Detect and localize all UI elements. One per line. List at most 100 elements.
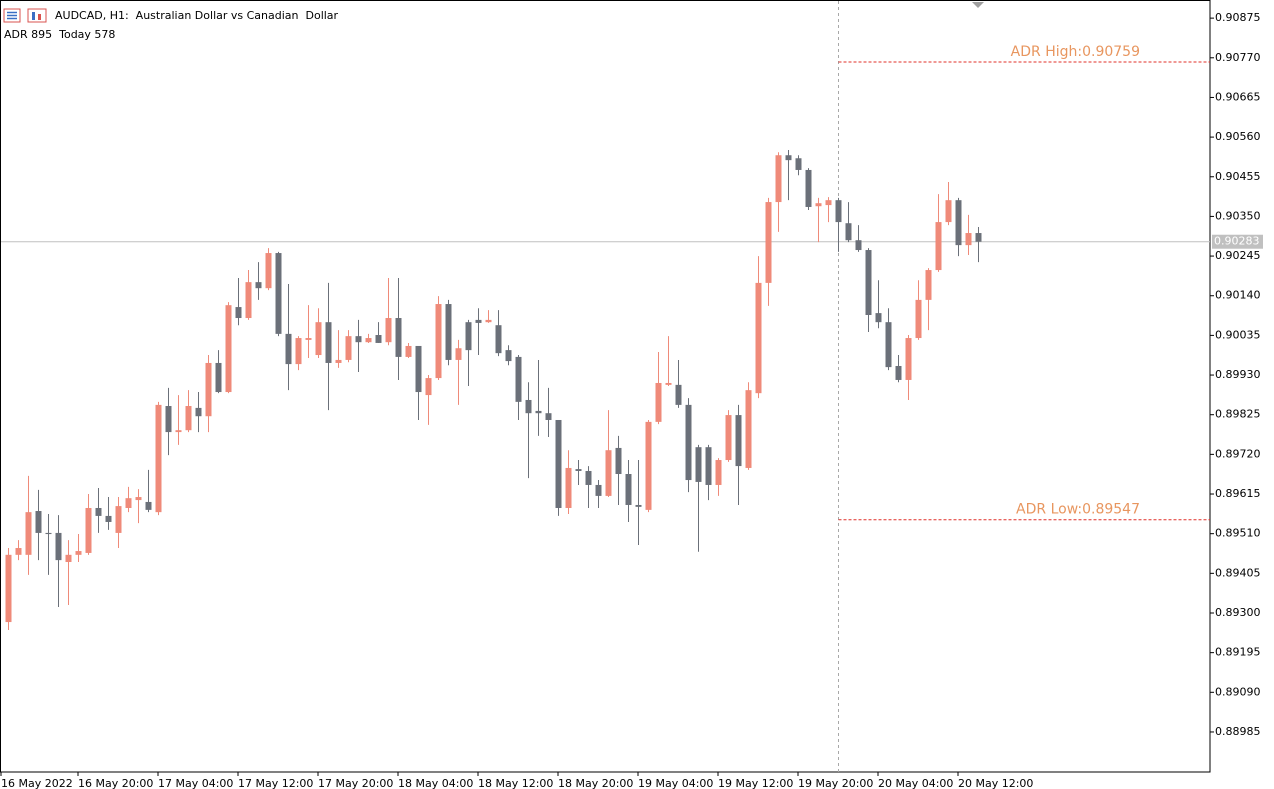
candle-body (535, 410, 542, 414)
candle-body (805, 169, 812, 207)
candle-body (795, 158, 802, 170)
candle-body (525, 399, 532, 414)
candle-body (45, 532, 52, 535)
candle-body (135, 497, 142, 501)
candle-body (335, 359, 342, 363)
candle-body (315, 322, 322, 356)
candle-body (115, 506, 122, 533)
candle-body (175, 430, 182, 433)
candle-body (755, 282, 762, 394)
candle-body (85, 507, 92, 553)
candle-body (145, 501, 152, 510)
x-tick-label: 17 May 12:00 (238, 777, 313, 789)
candle-body (685, 404, 692, 481)
candle-body (965, 233, 972, 246)
y-tick-label: 0.89930 (1215, 368, 1261, 381)
candle-body (875, 313, 882, 323)
candle-body (645, 421, 652, 510)
annotation-label: ADR Low:0.89547 (1016, 502, 1140, 518)
candle-body (505, 350, 512, 362)
candle-body (675, 384, 682, 405)
x-tick-label: 19 May 12:00 (718, 777, 793, 789)
candle-body (745, 390, 752, 468)
candle-body (435, 304, 442, 379)
chart-title: AUDCAD, H1: Australian Dollar vs Canadia… (55, 9, 339, 22)
y-tick-label: 0.89825 (1215, 408, 1261, 421)
y-tick-label: 0.89195 (1215, 646, 1261, 659)
y-tick-label: 0.90350 (1215, 209, 1261, 222)
candle-body (375, 335, 382, 343)
candle-body (545, 413, 552, 420)
candle-body (345, 336, 352, 360)
candle-body (205, 362, 212, 417)
candle-body (385, 318, 392, 343)
candle-body (855, 240, 862, 251)
annotation-label: ADR High:0.90759 (1011, 44, 1140, 60)
candle-body (475, 319, 482, 323)
candle-body (185, 406, 192, 431)
candle-body (65, 554, 72, 563)
candle-body (775, 155, 782, 203)
x-tick-label: 19 May 04:00 (638, 777, 713, 789)
y-tick-label: 0.90560 (1215, 130, 1261, 143)
candle-body (415, 345, 422, 393)
candle-body (325, 322, 332, 363)
icon-chart[interactable] (27, 8, 47, 23)
x-tick-label: 16 May 2022 (1, 777, 73, 789)
candle-body (925, 270, 932, 300)
candle-body (615, 447, 622, 475)
y-tick-label: 0.88985 (1215, 725, 1261, 738)
candle-body (5, 554, 12, 623)
candle-body (605, 450, 612, 496)
candle-body (305, 338, 312, 340)
candle-body (365, 338, 372, 343)
candle-body (285, 333, 292, 365)
x-tick-label: 20 May 04:00 (878, 777, 953, 789)
y-tick-label: 0.90035 (1215, 328, 1261, 341)
y-tick-label: 0.90770 (1215, 51, 1261, 64)
candle-body (495, 325, 502, 354)
candle-body (105, 515, 112, 522)
candle-body (15, 548, 22, 555)
candle-body (955, 200, 962, 246)
current-price-tag (1212, 234, 1263, 249)
candle-body (125, 498, 132, 508)
candle-body (455, 348, 462, 360)
candle-body (445, 304, 452, 360)
candle-body (55, 532, 62, 561)
y-tick-label: 0.89090 (1215, 685, 1261, 698)
y-tick-label: 0.90875 (1215, 11, 1261, 24)
candle-body (405, 345, 412, 357)
candle-body (555, 419, 562, 508)
y-tick-label: 0.90455 (1215, 170, 1261, 183)
chart-shift-marker[interactable] (972, 2, 984, 8)
candle-body (635, 504, 642, 507)
candle-body (715, 460, 722, 485)
candle-body (225, 305, 232, 393)
x-tick-label: 17 May 20:00 (318, 777, 393, 789)
candle-body (95, 507, 102, 516)
candle-body (845, 223, 852, 241)
x-tick-label: 16 May 20:00 (78, 777, 153, 789)
candle-body (815, 203, 822, 207)
y-tick-label: 0.90665 (1215, 90, 1261, 103)
x-tick-label: 18 May 12:00 (478, 777, 553, 789)
current-price-label: 0.90283 (1214, 235, 1260, 248)
x-tick-label: 18 May 04:00 (398, 777, 473, 789)
candle-body (235, 307, 242, 319)
candle-body (655, 382, 662, 422)
y-tick-label: 0.90140 (1215, 289, 1261, 302)
chart-subtitle: ADR 895 Today 578 (4, 28, 115, 41)
candle-body (245, 282, 252, 319)
candle-body (215, 362, 222, 393)
candle-body (355, 336, 362, 343)
candle-body (895, 365, 902, 380)
candle-body (725, 415, 732, 461)
y-tick-label: 0.89300 (1215, 606, 1261, 619)
candle-body (275, 253, 282, 334)
y-tick-label: 0.89720 (1215, 447, 1261, 460)
candle-body (785, 155, 792, 161)
candle-body (945, 200, 952, 223)
candle-body (695, 447, 702, 482)
